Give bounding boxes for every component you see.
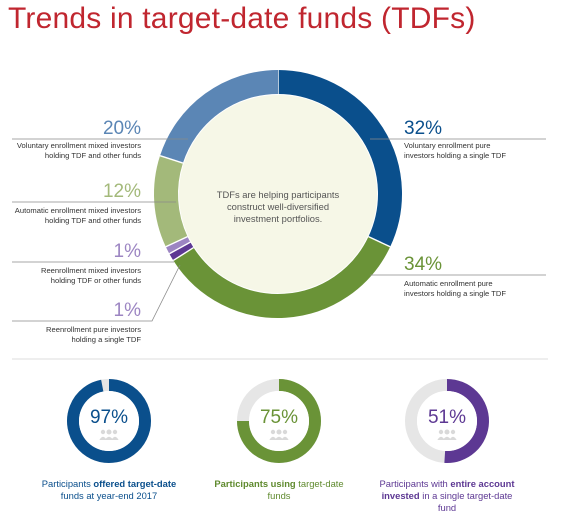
slice-value-label: 20% — [103, 118, 141, 139]
slice-voluntary-enrollment-mixed-investors-holding-tdf-and-other-funds — [160, 70, 279, 164]
slice-description-label: Automatic enrollment mixed investors — [15, 206, 141, 215]
slice-automatic-enrollment-pure-investors-holding-a-single-tdf — [173, 236, 391, 318]
gauge-arc — [237, 379, 321, 463]
gauge-value-label: 75% — [260, 407, 298, 428]
slice-description-label: holding TDF and other funds — [45, 151, 141, 160]
donut-center-text: TDFs are helping participants construct … — [217, 189, 340, 224]
slice-reenrollment-pure-investors-holding-a-single-tdf — [169, 242, 194, 261]
gauge-caption-emphasis: entire account invested — [381, 478, 515, 501]
gauge-value-label: 51% — [428, 407, 466, 428]
gauge-caption-text: Participants — [41, 478, 94, 489]
gauge-value-label: 97% — [90, 407, 128, 428]
slice-description-label: Automatic enrollment pure — [404, 279, 493, 288]
gauge-caption-text: target-date funds — [267, 478, 344, 501]
slice-value-label: 12% — [103, 181, 141, 202]
gauge-caption-text: Participants with — [379, 478, 451, 489]
gauge-caption-emphasis: Participants using — [214, 478, 296, 489]
chart-title: Trends in target-date funds (TDFs) — [8, 2, 476, 35]
center-text-line-2: construct well-diversified — [227, 201, 329, 212]
gauge-2: 75% — [237, 379, 321, 463]
slice-voluntary-enrollment-pure-investors-holding-a-single-tdf — [277, 70, 402, 247]
gauge-1: 97% — [67, 379, 151, 463]
slice-separator — [368, 235, 391, 248]
gauge-caption-text: in a single target-date fund — [419, 490, 513, 513]
people-icon — [269, 429, 289, 440]
slice-value-label: 1% — [114, 241, 142, 262]
slice-separator — [159, 155, 184, 164]
slice-description-label: Voluntary enrollment mixed investors — [17, 141, 141, 150]
slice-reenrollment-mixed-investors-holding-tdf-or-other-funds — [165, 236, 191, 254]
gauge-caption-emphasis: offered target-date — [93, 478, 177, 489]
gauge-caption: Participants with entire account investe… — [372, 478, 522, 514]
people-icon — [437, 429, 457, 440]
slice-description-label: investors holding a single TDF — [404, 151, 506, 160]
center-text-line-1: TDFs are helping participants — [217, 189, 340, 200]
slice-description-label: Voluntary enrollment pure — [404, 141, 491, 150]
leader-line — [12, 264, 181, 322]
people-icon — [99, 429, 119, 440]
slice-description-label: holding TDF and other funds — [45, 216, 141, 225]
slice-description-label: holding a single TDF — [71, 335, 141, 344]
main-donut-chart — [154, 70, 402, 318]
slice-separator — [169, 241, 191, 255]
slice-description-label: Reenrollment pure investors — [46, 325, 141, 334]
gauge-row: 97% 75% 51% — [67, 379, 489, 463]
slice-value-label: 32% — [404, 118, 442, 139]
slice-value-label: 34% — [404, 254, 442, 275]
gauge-caption: Participants using target-date funds — [204, 478, 354, 502]
slice-separator — [172, 246, 194, 262]
gauge-3: 51% — [405, 379, 489, 463]
center-text-line-3: investment portfolios. — [234, 213, 323, 224]
gauge-arc — [444, 379, 489, 463]
slice-description-label: holding TDF or other funds — [51, 276, 141, 285]
gauge-arc — [67, 379, 151, 463]
slice-description-label: Reenrollment mixed investors — [41, 266, 141, 275]
gauge-caption-text: funds at year-end 2017 — [60, 490, 158, 501]
slice-description-label: investors holding a single TDF — [404, 289, 506, 298]
slice-separator — [165, 235, 188, 248]
slice-automatic-enrollment-mixed-investors-holding-tdf-and-other-funds — [154, 155, 188, 247]
gauge-caption: Participants offered target-date funds a… — [34, 478, 184, 502]
donut-center — [179, 95, 377, 293]
gauge-center — [79, 391, 139, 451]
slice-value-label: 1% — [114, 300, 142, 321]
gauge-center — [249, 391, 309, 451]
gauge-center — [417, 391, 477, 451]
